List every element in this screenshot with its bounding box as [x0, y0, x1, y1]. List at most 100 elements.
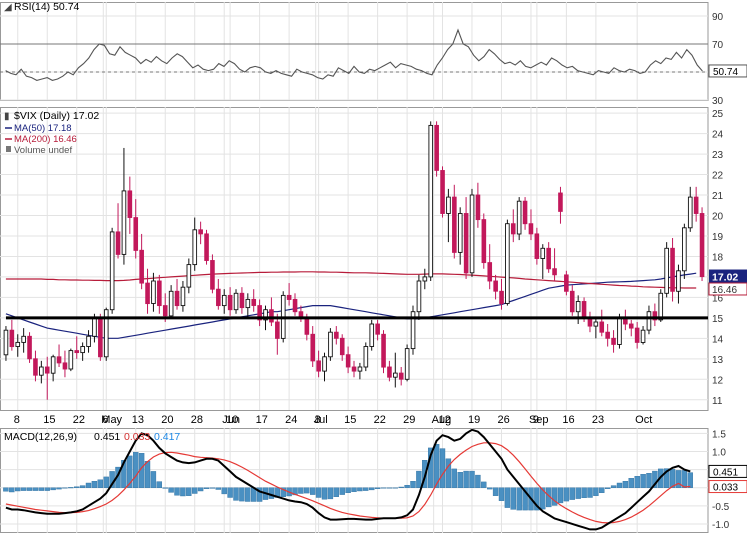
candle-body-down: [546, 247, 551, 270]
macd-histogram-bar: [91, 481, 98, 488]
candle: [699, 207, 705, 282]
candle: [558, 186, 563, 224]
macd-histogram-bar: [97, 479, 104, 488]
candle-body-up: [92, 317, 97, 337]
macd-histogram-bar: [351, 487, 357, 492]
rsi-y-tick-label: 30: [712, 96, 724, 107]
candle: [239, 287, 245, 314]
candle-body-up: [151, 280, 156, 304]
candle: [469, 188, 475, 277]
macd-histogram-bar: [557, 487, 564, 504]
candle-body-up: [39, 366, 44, 376]
candle: [310, 326, 316, 368]
candle-body-down: [286, 294, 292, 300]
x-tick-label: Jun: [222, 414, 240, 426]
candle: [634, 321, 640, 349]
candle-body-up: [457, 213, 463, 253]
macd-histogram-bar: [616, 482, 623, 488]
candle: [416, 274, 422, 320]
candle-body-up: [664, 247, 669, 294]
rsi-frame: [0, 2, 709, 101]
candle-body-down: [316, 360, 321, 372]
macd-histogram-bar: [445, 458, 452, 488]
candle: [316, 350, 321, 378]
x-tick-label: 15: [344, 414, 356, 426]
candle-body-up: [68, 350, 74, 370]
price-y-tick-label: 14: [712, 334, 724, 345]
candle-body-down: [44, 366, 50, 374]
candle: [3, 326, 9, 361]
x-tick-label: 8: [315, 414, 321, 426]
candle-body-down: [345, 354, 351, 368]
macd-y-tick-label: -0.5: [712, 502, 730, 513]
candle: [50, 354, 56, 382]
candle-body-down: [569, 290, 575, 313]
candle: [516, 197, 522, 241]
candle-body-up: [416, 280, 422, 313]
candle-body-down: [98, 317, 103, 358]
price-y-tick-label: 24: [712, 130, 724, 141]
macd-histogram-bar: [20, 487, 27, 491]
candle: [593, 317, 599, 339]
candle: [115, 203, 121, 259]
candle-body-down: [534, 233, 540, 259]
candle: [481, 213, 487, 269]
macd-histogram-bar: [103, 476, 109, 488]
candle-body-down: [162, 305, 168, 317]
macd-histogram-bar: [245, 487, 251, 502]
macd-histogram-bar: [345, 487, 351, 494]
ma200-badge-text: 16.46: [712, 285, 737, 296]
macd-histogram-bar: [174, 487, 180, 496]
candle-body-down: [204, 233, 209, 261]
candle: [369, 319, 375, 351]
rsi-panel: 9070503050.74: [0, 2, 747, 107]
x-tick-label: 12: [438, 414, 450, 426]
rsi-value-badge-text: 50.74: [713, 67, 738, 78]
candle-body-down: [487, 262, 493, 282]
candle-body-up: [404, 348, 410, 380]
candle: [245, 293, 251, 318]
candle: [510, 209, 516, 243]
macd-histogram-bar: [498, 487, 505, 501]
candle: [404, 344, 410, 382]
candle-body-down: [157, 280, 162, 307]
candle: [375, 319, 380, 341]
x-tick-label: 19: [468, 414, 480, 426]
x-tick-label: 13: [132, 414, 144, 426]
macd-histogram-bar: [310, 487, 316, 495]
candle: [475, 182, 481, 228]
macd-histogram-bar: [410, 481, 416, 488]
candle: [505, 219, 510, 306]
macd-histogram-bar: [203, 487, 210, 490]
macd-histogram-bar: [127, 455, 133, 488]
candle: [599, 309, 605, 337]
macd-histogram-bar: [162, 487, 168, 489]
rsi-legend-icon: ◢: [4, 2, 12, 13]
candle: [693, 186, 699, 222]
candle-body-up: [687, 196, 693, 229]
x-tick-label: Jul: [314, 414, 328, 426]
candle-body-down: [611, 337, 616, 345]
x-tick-label: 22: [73, 414, 85, 426]
macd-line: [5, 428, 691, 531]
x-tick-label: 24: [285, 414, 297, 426]
macd-histogram-bar: [386, 487, 393, 489]
macd-histogram-bar: [451, 468, 457, 488]
candle-body-down: [693, 196, 699, 214]
candle: [334, 326, 339, 345]
candle: [80, 342, 85, 361]
x-tick-label: 20: [161, 414, 173, 426]
candle: [652, 303, 658, 327]
macd-value-badge-text: 0.451: [713, 467, 738, 478]
candle: [552, 248, 557, 282]
candle-body-down: [115, 231, 121, 255]
candle: [428, 121, 434, 282]
candle: [251, 289, 257, 312]
candle: [157, 274, 162, 314]
macd-histogram-bar: [374, 487, 381, 490]
macd-histogram-bar: [540, 487, 546, 510]
candle-body-down: [375, 323, 380, 335]
price-y-tick-label: 22: [712, 171, 724, 182]
candle: [605, 324, 610, 347]
